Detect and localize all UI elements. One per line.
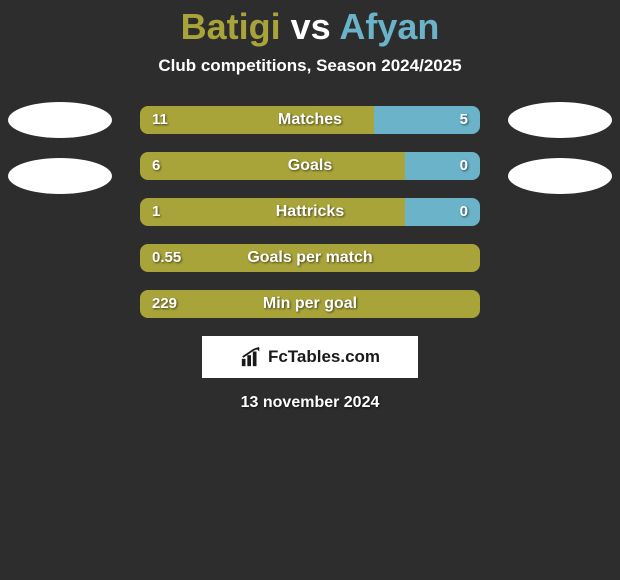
- chart-icon: [240, 346, 262, 368]
- player1-name: Batigi: [181, 6, 281, 47]
- stats-area: 115Matches 60Goals 10Hattricks 0.55Goals pe…: [0, 106, 620, 318]
- site-badge[interactable]: FcTables.com: [202, 336, 418, 378]
- stat-label: Goals per match: [140, 244, 480, 272]
- stat-row: 10Hattricks: [0, 198, 620, 226]
- subtitle: Club competitions, Season 2024/2025: [0, 56, 620, 76]
- player1-photo-placeholder: [8, 102, 112, 138]
- player1-photo-placeholder: [8, 158, 112, 194]
- player2-photo-placeholder: [508, 158, 612, 194]
- player2-name: Afyan: [339, 6, 439, 47]
- player2-photo-placeholder: [508, 102, 612, 138]
- stat-bar: 10Hattricks: [140, 198, 480, 226]
- stat-bar: 115Matches: [140, 106, 480, 134]
- stat-row: 229Min per goal: [0, 290, 620, 318]
- stat-label: Goals: [140, 152, 480, 180]
- title-vs: vs: [291, 6, 331, 47]
- stat-bar: 229Min per goal: [140, 290, 480, 318]
- comparison-title: Batigi vs Afyan: [0, 0, 620, 48]
- site-badge-text: FcTables.com: [268, 347, 380, 367]
- stat-bar: 60Goals: [140, 152, 480, 180]
- stat-row: 0.55Goals per match: [0, 244, 620, 272]
- stat-row: 115Matches: [0, 106, 620, 134]
- stat-label: Hattricks: [140, 198, 480, 226]
- stat-bar: 0.55Goals per match: [140, 244, 480, 272]
- stat-row: 60Goals: [0, 152, 620, 180]
- stat-label: Matches: [140, 106, 480, 134]
- date-label: 13 november 2024: [0, 394, 620, 412]
- stat-label: Min per goal: [140, 290, 480, 318]
